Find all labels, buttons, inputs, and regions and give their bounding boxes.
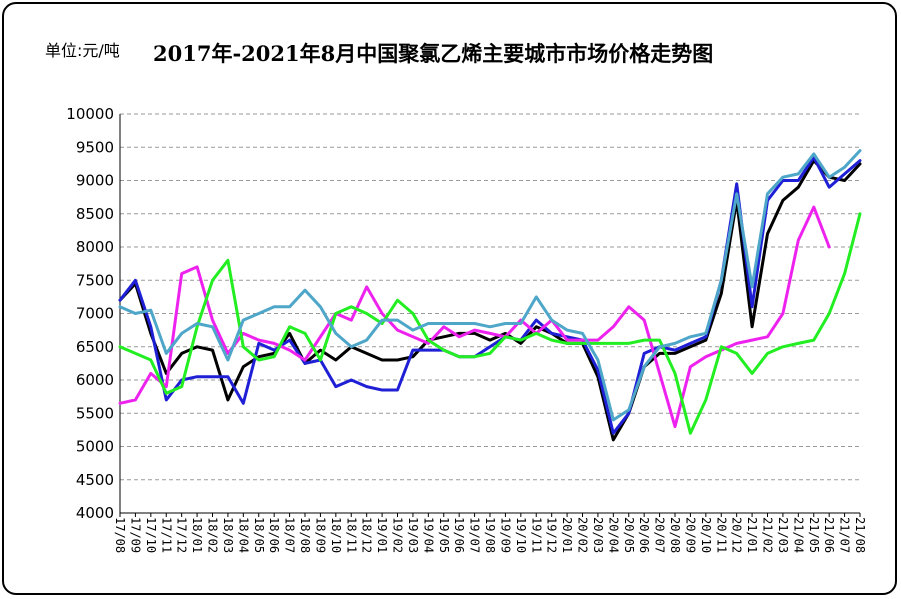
x-tick-label: 18/12 [360, 517, 374, 553]
x-tick-label: 20/07 [653, 517, 667, 553]
x-tick-label: 20/12 [730, 517, 744, 553]
y-tick-label: 5000 [76, 438, 114, 456]
y-tick-label: 7000 [76, 305, 114, 323]
x-tick-label: 17/08 [113, 517, 127, 553]
y-tick-label: 5500 [76, 404, 114, 422]
y-tick-label: 6500 [76, 338, 114, 356]
x-tick-label: 17/11 [159, 517, 173, 553]
x-tick-label: 21/08 [853, 517, 867, 553]
x-tick-label: 18/04 [236, 517, 250, 553]
x-tick-label: 18/06 [267, 517, 281, 553]
x-tick-label: 19/01 [375, 517, 389, 553]
x-tick-label: 20/10 [699, 517, 713, 553]
x-tick-label: 20/02 [576, 517, 590, 553]
series-line-3 [118, 205, 831, 429]
x-tick-label: 19/09 [498, 517, 512, 553]
x-tick-label: 21/02 [761, 517, 775, 553]
x-tick-label: 18/01 [190, 517, 204, 553]
x-tick-label: 17/10 [144, 517, 158, 553]
x-tick-label: 18/02 [206, 517, 220, 553]
x-tick-label: 18/10 [329, 517, 343, 553]
x-tick-label: 19/03 [406, 517, 420, 553]
series-line-1 [118, 159, 862, 442]
y-tick-label: 8500 [76, 205, 114, 223]
x-tick-label: 20/05 [622, 517, 636, 553]
y-tick-label: 9500 [76, 138, 114, 156]
x-tick-label: 21/05 [807, 517, 821, 553]
x-tick-label: 19/06 [452, 517, 466, 553]
series-line-2 [118, 155, 862, 435]
x-tick-label: 21/03 [776, 517, 790, 553]
x-tick-label: 20/11 [714, 517, 728, 553]
x-tick-label: 18/03 [221, 517, 235, 553]
y-tick-label: 8000 [76, 238, 114, 256]
series-line-5 [118, 149, 862, 422]
x-tick-label: 19/02 [391, 517, 405, 553]
x-tick-label: 19/10 [514, 517, 528, 553]
x-tick-label: 19/05 [437, 517, 451, 553]
x-tick-label: 20/09 [683, 517, 697, 553]
x-tick-label: 18/11 [344, 517, 358, 553]
y-tick-label: 10000 [66, 105, 114, 123]
x-tick-label: 19/11 [529, 517, 543, 553]
x-tick-label: 20/01 [560, 517, 574, 553]
x-tick-label: 19/04 [421, 517, 435, 553]
y-tick-label: 6000 [76, 371, 114, 389]
y-tick-label: 4500 [76, 471, 114, 489]
chart-title: 2017年-2021年8月中国聚氯乙烯主要城市市场价格走势图 [153, 41, 714, 66]
x-tick-label: 20/08 [668, 517, 682, 553]
series-line-4 [118, 212, 862, 435]
y-tick-label: 4000 [76, 504, 114, 522]
unit-label: 单位:元/吨 [45, 41, 120, 60]
x-tick-label: 17/09 [128, 517, 142, 553]
x-tick-label: 20/04 [606, 517, 620, 553]
x-tick-label: 19/08 [483, 517, 497, 553]
x-tick-label: 18/09 [313, 517, 327, 553]
x-tick-label: 21/06 [822, 517, 836, 553]
x-tick-label: 18/07 [283, 517, 297, 553]
x-tick-label: 21/07 [838, 517, 852, 553]
x-tick-label: 18/05 [252, 517, 266, 553]
x-tick-label: 18/08 [298, 517, 312, 553]
y-tick-label: 9000 [76, 172, 114, 190]
x-tick-label: 21/04 [791, 517, 805, 553]
x-tick-label: 20/06 [637, 517, 651, 553]
x-tick-label: 17/12 [175, 517, 189, 553]
y-tick-label: 7500 [76, 271, 114, 289]
x-tick-label: 20/03 [591, 517, 605, 553]
x-tick-label: 19/07 [468, 517, 482, 553]
x-tick-label: 19/12 [545, 517, 559, 553]
x-tick-label: 21/01 [745, 517, 759, 553]
